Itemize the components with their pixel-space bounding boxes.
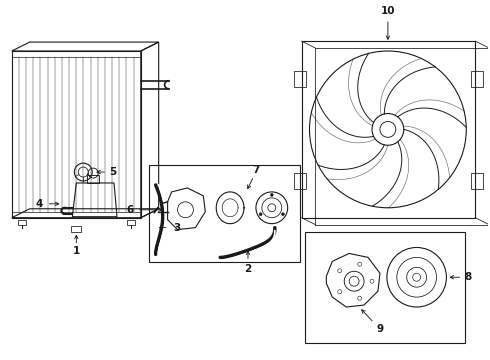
- Bar: [149, 165, 299, 262]
- Bar: [72, 226, 81, 231]
- Bar: [471, 173, 483, 189]
- Text: 5: 5: [109, 167, 117, 177]
- Bar: [301, 41, 475, 218]
- Bar: [18, 220, 25, 225]
- Text: 4: 4: [36, 199, 43, 209]
- Text: 10: 10: [381, 6, 395, 16]
- Circle shape: [259, 213, 262, 216]
- Bar: [127, 220, 135, 225]
- Bar: [305, 231, 465, 343]
- Bar: [294, 71, 306, 87]
- Text: 8: 8: [465, 272, 472, 282]
- Bar: [471, 71, 483, 87]
- Text: 7: 7: [252, 165, 260, 175]
- Text: 9: 9: [376, 324, 384, 334]
- Text: 6: 6: [126, 205, 133, 215]
- Text: 3: 3: [173, 222, 180, 233]
- Bar: [87, 175, 99, 183]
- Circle shape: [281, 213, 285, 216]
- Text: 1: 1: [73, 247, 80, 256]
- Circle shape: [270, 193, 273, 196]
- Text: 2: 2: [245, 264, 251, 274]
- Bar: [294, 173, 306, 189]
